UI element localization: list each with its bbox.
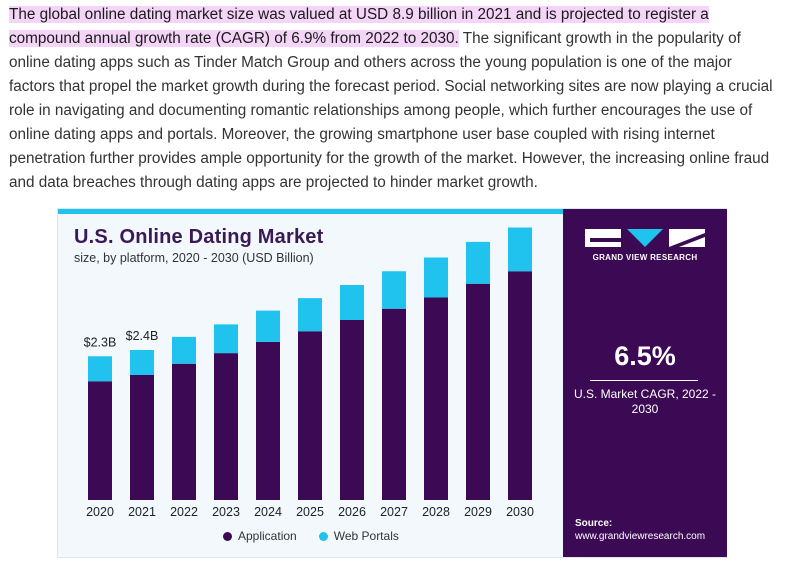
legend-item-application: Application (223, 529, 297, 543)
info-panel: GRAND VIEW RESEARCH 6.5% U.S. Market CAG… (563, 209, 727, 557)
bar-application-2023 (214, 353, 238, 500)
x-tick-label-2028: 2028 (422, 505, 450, 519)
chart-title: U.S. Online Dating Market (74, 226, 324, 248)
legend-label-application: Application (238, 529, 297, 543)
bar-web-portals-2021 (130, 350, 154, 375)
x-tick-label-2029: 2029 (464, 505, 492, 519)
article-paragraph: The global online dating market size was… (9, 3, 779, 195)
chart-legend: Application Web Portals (223, 529, 399, 543)
bar-web-portals-2020 (88, 356, 112, 382)
cagr-value: 6.5% (614, 341, 676, 371)
x-tick-label-2020: 2020 (86, 505, 114, 519)
x-tick-label-2025: 2025 (296, 505, 324, 519)
legend-item-web-portals: Web Portals (318, 529, 399, 543)
x-tick-label-2021: 2021 (128, 505, 156, 519)
chart-card: U.S. Online Dating Market size, by platf… (57, 208, 727, 558)
source-label: Source: (575, 518, 613, 529)
bar-application-2027 (382, 308, 406, 500)
accent-bar (58, 209, 563, 214)
legend-label-web-portals: Web Portals (333, 529, 399, 543)
bar-application-2025 (298, 331, 322, 500)
bar-chart: 2020 2021 2022 2023 2024 2025 2026 2027 2028 2029… (84, 227, 534, 519)
bar-application-2022 (172, 363, 196, 500)
bar-web-portals-2029 (466, 241, 490, 284)
bar-web-portals-2028 (424, 257, 448, 298)
brand-name: GRAND VIEW RESEARCH (592, 253, 698, 262)
x-tick-label-2022: 2022 (170, 505, 198, 519)
bar-application-2021 (130, 375, 154, 500)
bar-web-portals-2030 (508, 227, 532, 272)
bar-web-portals-2025 (298, 298, 322, 332)
legend-swatch-web-portals (318, 531, 328, 541)
data-label-2020: $2.3B (84, 335, 117, 349)
bar-application-2028 (424, 297, 448, 500)
source-link[interactable]: www.grandviewresearch.com (575, 531, 706, 542)
bar-application-2024 (256, 341, 280, 500)
cagr-label: U.S. Market CAGR, 2022 - 2030 (573, 387, 717, 416)
x-tick-label-2030: 2030 (506, 505, 534, 519)
chart-subtitle: size, by platform, 2020 - 2030 (USD Bill… (74, 251, 314, 265)
bar-web-portals-2024 (256, 310, 280, 342)
bar-application-2026 (340, 320, 364, 500)
cagr-divider (590, 380, 698, 381)
bar-web-portals-2027 (382, 271, 406, 309)
bar-web-portals-2026 (340, 285, 364, 320)
x-tick-label-2024: 2024 (254, 505, 282, 519)
bar-application-2029 (466, 283, 490, 500)
bar-web-portals-2023 (214, 324, 238, 354)
x-tick-label-2023: 2023 (212, 505, 240, 519)
bar-application-2020 (88, 381, 112, 500)
bar-application-2030 (508, 271, 532, 500)
data-label-2021: $2.4B (126, 329, 159, 343)
grand-view-research-logo (585, 229, 705, 247)
article-text: The significant growth in the popularity… (9, 30, 773, 191)
x-tick-label-2026: 2026 (338, 505, 366, 519)
x-tick-label-2027: 2027 (380, 505, 408, 519)
legend-swatch-application (223, 531, 232, 541)
bar-web-portals-2022 (172, 336, 196, 364)
